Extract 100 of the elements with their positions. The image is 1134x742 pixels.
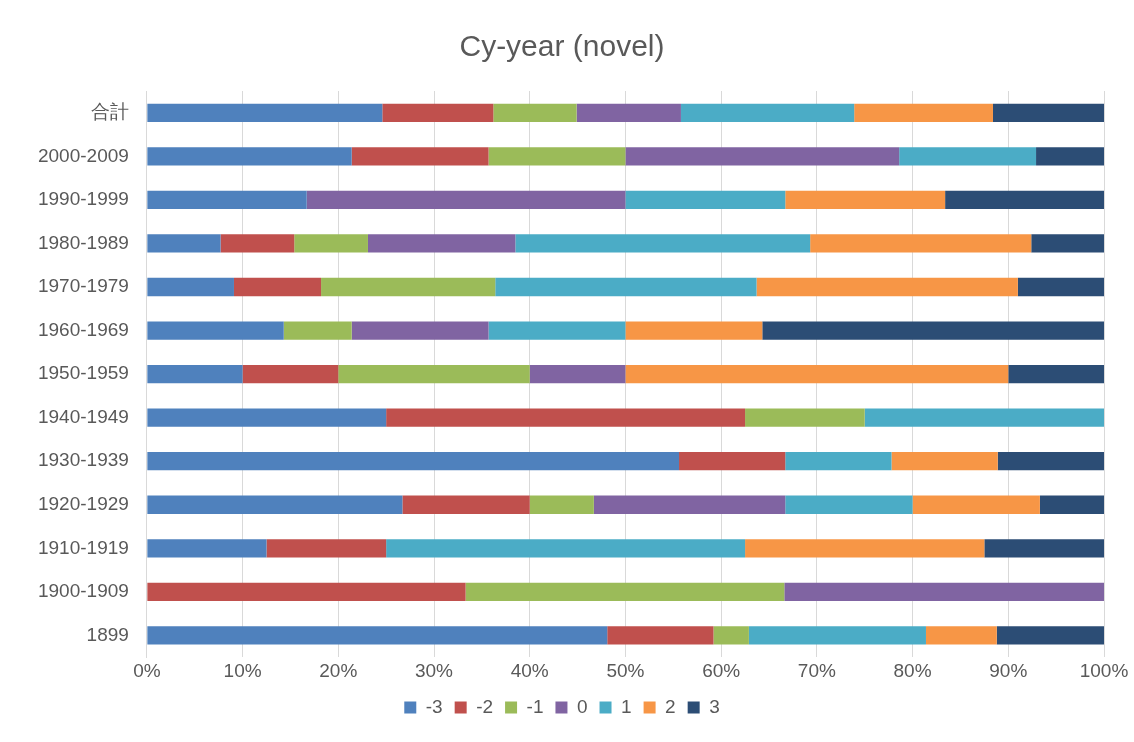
bar xyxy=(748,626,926,645)
bar xyxy=(147,408,387,427)
bar xyxy=(266,539,387,558)
bar xyxy=(283,321,352,340)
y-tick-label: 1910-1919 xyxy=(37,536,129,558)
legend-label: 1 xyxy=(621,695,632,717)
bar xyxy=(625,364,1009,384)
bar xyxy=(1031,234,1104,253)
y-tick-label: 1900-1909 xyxy=(37,580,129,602)
bar xyxy=(515,234,811,253)
bar xyxy=(997,452,1104,471)
bar xyxy=(785,452,892,471)
bar xyxy=(992,103,1104,122)
bar xyxy=(147,234,221,253)
bar xyxy=(625,147,900,166)
bar xyxy=(679,452,786,471)
bar xyxy=(386,539,746,558)
bar xyxy=(147,103,383,122)
bar xyxy=(762,321,1104,340)
bar xyxy=(854,103,993,122)
bar xyxy=(625,321,763,340)
bar xyxy=(338,364,530,384)
bar xyxy=(945,190,1104,210)
bar xyxy=(382,103,494,122)
bar xyxy=(912,495,1040,514)
x-tick-label: 70% xyxy=(797,659,836,681)
bar xyxy=(233,277,322,297)
bar xyxy=(306,190,626,210)
bar xyxy=(465,582,785,602)
bar xyxy=(996,626,1104,645)
x-tick-label: 40% xyxy=(510,659,549,681)
bar xyxy=(984,539,1104,558)
x-tick-label: 0% xyxy=(133,659,161,681)
bar xyxy=(488,147,626,166)
bar xyxy=(713,626,749,645)
bar xyxy=(147,321,284,340)
bar xyxy=(529,495,594,514)
y-tick-label: 1930-1939 xyxy=(37,449,129,471)
bar xyxy=(899,147,1037,166)
legend-label: 3 xyxy=(709,695,720,717)
bar xyxy=(242,364,339,384)
x-tick-label: 80% xyxy=(893,659,932,681)
legend-label: 0 xyxy=(576,695,588,717)
x-tick-label: 60% xyxy=(702,659,741,681)
bar xyxy=(147,495,403,514)
chart-title: Cy-year (novel) xyxy=(459,29,665,63)
bar xyxy=(529,364,626,384)
x-tick-label: 100% xyxy=(1079,659,1129,681)
bar xyxy=(493,103,577,122)
bar xyxy=(1036,147,1104,166)
bar xyxy=(402,495,530,514)
bar xyxy=(785,190,946,210)
legend-label: -2 xyxy=(476,695,494,717)
bar xyxy=(386,408,746,427)
bar xyxy=(891,452,998,471)
bar xyxy=(220,234,295,253)
y-tick-label: 1940-1949 xyxy=(37,405,129,427)
bar xyxy=(147,364,243,384)
bar xyxy=(756,277,1018,297)
bar xyxy=(925,626,997,645)
bar xyxy=(784,582,1104,602)
bar xyxy=(488,321,626,340)
bar xyxy=(680,103,855,122)
bar xyxy=(147,626,608,645)
bar xyxy=(147,147,352,166)
bar xyxy=(810,234,1032,253)
legend-label: 2 xyxy=(665,695,676,717)
bar xyxy=(576,103,681,122)
x-tick-label: 50% xyxy=(606,659,645,681)
bar xyxy=(147,277,234,297)
bar xyxy=(785,495,913,514)
bar xyxy=(147,190,307,210)
bar xyxy=(147,452,680,471)
bar xyxy=(351,321,489,340)
bar xyxy=(625,190,786,210)
bar xyxy=(745,539,985,558)
x-tick-label: 20% xyxy=(319,659,358,681)
y-tick-label: 1990-1999 xyxy=(37,188,129,210)
bar xyxy=(147,539,267,558)
y-tick-label: 2000-2009 xyxy=(37,144,129,166)
legend-label: -3 xyxy=(425,695,443,717)
bar xyxy=(593,495,786,514)
bar xyxy=(1017,277,1104,297)
x-tick-label: 10% xyxy=(223,659,262,681)
bar xyxy=(294,234,368,253)
legend-label: -1 xyxy=(526,695,544,717)
bar xyxy=(147,582,466,602)
x-tick-label: 90% xyxy=(989,659,1028,681)
y-tick-label: 1970-1979 xyxy=(37,275,129,297)
y-tick-label: 1950-1959 xyxy=(37,362,129,384)
y-tick-label: 合計 xyxy=(90,101,129,123)
bar xyxy=(745,408,865,427)
bar xyxy=(495,277,757,297)
y-tick-label: 1920-1929 xyxy=(37,493,129,514)
bar xyxy=(1008,364,1104,384)
y-tick-label: 1980-1989 xyxy=(37,231,129,253)
y-tick-label: 1960-1969 xyxy=(37,318,129,340)
bar xyxy=(351,147,489,166)
bar xyxy=(1039,495,1104,514)
y-tick-label: 1899 xyxy=(86,623,129,645)
